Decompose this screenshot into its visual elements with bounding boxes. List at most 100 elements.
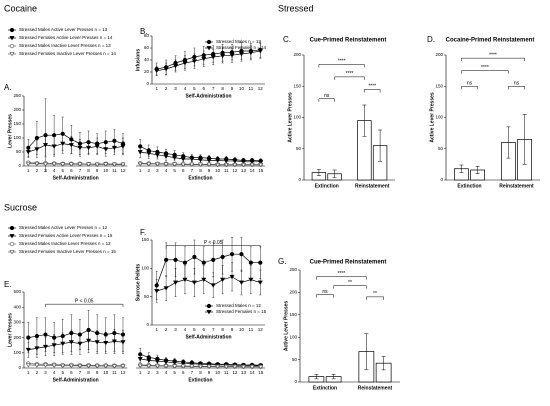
marker: [249, 159, 255, 165]
marker: [42, 363, 49, 368]
x-tick-label: 7: [191, 370, 194, 375]
marker: [164, 257, 169, 262]
marker: [42, 162, 49, 167]
y-axis-label: Active Lever Presses: [287, 92, 293, 143]
x-tick-label: 3: [156, 168, 159, 173]
chart-title: Cue-Primed Reinstatement: [310, 260, 387, 266]
annotation: ns: [322, 289, 328, 295]
marker: [34, 135, 40, 141]
significance-bracket: [366, 296, 384, 300]
panel-letter: E.: [4, 280, 12, 289]
marker: [257, 280, 263, 285]
marker: [211, 257, 216, 262]
marker: [146, 162, 152, 167]
panel-letter: C.: [283, 35, 291, 44]
y-tick-label: 0: [146, 322, 149, 327]
x-tick-label: 10: [103, 370, 109, 375]
marker: [189, 162, 195, 167]
significance-bracket: [461, 86, 478, 90]
marker: [238, 52, 244, 57]
significance-bracket: [508, 86, 525, 90]
marker: [68, 143, 74, 148]
x-tick-label: 12: [232, 168, 238, 173]
x-tick-label: 2: [36, 370, 39, 375]
x-tick-label: 8: [199, 168, 202, 173]
x-tick-label: 10: [215, 168, 221, 173]
x-tick-label: 6: [70, 168, 73, 173]
marker: [68, 340, 74, 345]
marker: [51, 363, 57, 368]
marker: [154, 152, 160, 158]
marker: [240, 162, 247, 168]
marker: [43, 332, 48, 337]
error-bar: [459, 164, 464, 173]
x-axis-label: Self-Administration: [53, 175, 99, 181]
x-tick-label: 12: [232, 370, 238, 375]
y-axis-label: Lever Presses: [7, 114, 13, 148]
x-tick-label: 1: [27, 168, 30, 173]
marker: [34, 346, 40, 351]
x-tick-label: 8: [87, 168, 90, 173]
section-heading: Stressed: [278, 3, 314, 13]
marker: [154, 364, 160, 369]
x-tick-label: 11: [224, 370, 229, 375]
marker: [137, 356, 143, 362]
marker: [94, 144, 100, 149]
marker: [77, 363, 83, 369]
x-tick-label: 8: [199, 370, 202, 375]
annotation: ns: [514, 81, 520, 87]
annotation: ****: [337, 271, 345, 277]
marker: [42, 344, 49, 350]
marker: [240, 365, 247, 370]
marker: [68, 363, 74, 369]
y-tick-label: 200: [13, 107, 21, 112]
x-tick-label: 5: [173, 370, 176, 375]
marker: [25, 347, 31, 353]
marker: [215, 158, 221, 163]
marker: [258, 162, 264, 168]
y-tick-label: 50: [438, 146, 444, 151]
marker: [215, 364, 221, 370]
marker: [220, 254, 225, 260]
significance-bracket: [334, 76, 365, 80]
marker: [248, 277, 254, 283]
marker: [137, 161, 143, 167]
marker: [223, 364, 229, 370]
x-tick-label: 2: [36, 168, 39, 173]
x-tick-label: 4: [165, 370, 168, 375]
x-tick-label: 3: [174, 327, 177, 332]
panel-letter: B.: [140, 27, 148, 36]
x-tick-label: 4: [165, 168, 168, 173]
x-tick-label: 7: [79, 370, 82, 375]
x-tick-label: 3: [44, 168, 47, 173]
marker: [34, 363, 40, 368]
marker: [197, 162, 203, 167]
marker: [77, 145, 83, 151]
marker: [197, 364, 203, 370]
marker: [258, 159, 264, 165]
panel-letter: G.: [278, 257, 286, 266]
legend-label: Stressed Females n = 14: [216, 45, 267, 50]
annotation: P < 0.05: [204, 240, 223, 246]
axis-break: [127, 165, 136, 167]
series-line: [156, 276, 261, 292]
marker: [182, 260, 188, 265]
y-tick-label: 60: [144, 45, 150, 50]
x-tick-label: 7: [212, 327, 215, 332]
marker: [206, 46, 212, 51]
marker: [229, 53, 235, 58]
significance-bracket: [318, 98, 335, 102]
marker: [206, 303, 212, 309]
x-tick-label: 13: [241, 370, 247, 375]
x-tick-label: 6: [70, 370, 73, 375]
marker: [220, 53, 226, 59]
axis-break: [127, 367, 136, 369]
series-line: [28, 143, 124, 153]
y-tick-label: 50: [292, 357, 298, 362]
marker: [189, 364, 195, 369]
marker: [163, 162, 169, 167]
marker: [223, 159, 229, 164]
marker: [180, 162, 186, 167]
marker: [257, 49, 263, 54]
